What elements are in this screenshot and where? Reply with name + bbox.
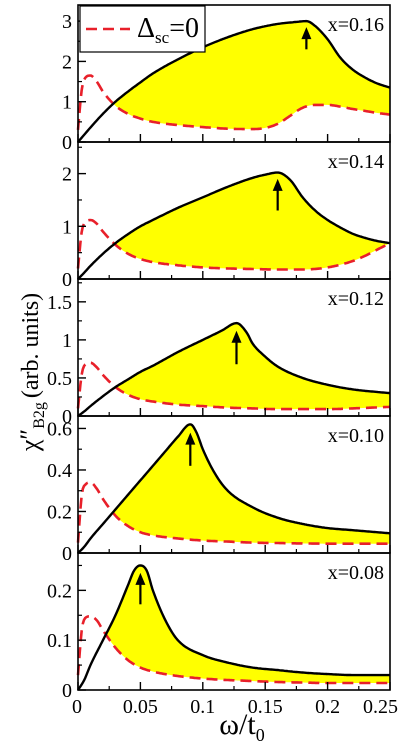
peak-arrow-head (135, 572, 146, 585)
curve-superconducting (77, 19, 391, 143)
curve-superconducting (77, 564, 390, 691)
curve-superconducting (77, 321, 391, 417)
fill-region (114, 21, 390, 130)
panel-2: 0 0.5 1 1.5 x=0.12 (47, 278, 391, 428)
fill-region (116, 323, 391, 410)
x-tick-label: 0 (72, 696, 82, 718)
y-axis-title: χ″B2g(arb. units) (15, 293, 48, 452)
curve-normal-state (76, 615, 390, 685)
panel-label: x=0.16 (328, 14, 384, 36)
panel-3: 0 0.2 0.4 0.6 x=0.10 (47, 415, 391, 565)
y-tick-label: 0.2 (47, 580, 72, 602)
y-tick-label: 0.4 (47, 460, 72, 482)
curve-normal-state (76, 481, 390, 545)
curve-normal-state (76, 218, 391, 271)
panel-label: x=0.08 (328, 562, 384, 584)
panel-1: 0 1 2 x=0.14 (62, 141, 391, 291)
x-axis-title: ω/t0 (219, 708, 264, 745)
y-tick-label: 0 (62, 132, 72, 154)
panel-4: 0 0.1 0.2 x=0.08 (47, 552, 391, 702)
y-tick-label: 0 (62, 269, 72, 291)
y-tick-label: 2 (62, 164, 72, 186)
x-tick-label: 0.1 (190, 696, 215, 718)
y-tick-label: 0.5 (47, 368, 72, 390)
y-tick-label: 0.2 (47, 501, 72, 523)
y-tick-label: 1 (62, 330, 72, 352)
x-tick-label: 0.2 (315, 696, 340, 718)
peak-arrow-head (185, 432, 196, 445)
y-tick-label: 0 (62, 406, 72, 428)
curve-superconducting (77, 171, 391, 280)
legend-label: Δsc=0 (137, 13, 199, 47)
y-tick-label: 0.1 (47, 630, 72, 652)
legend: Δsc=0 (79, 5, 206, 53)
panel-label: x=0.12 (328, 288, 384, 310)
panel-label: x=0.10 (328, 425, 384, 447)
y-tick-label: 1 (62, 92, 72, 114)
panel-label: x=0.14 (328, 151, 384, 173)
y-tick-label: 2 (62, 51, 72, 73)
panel-0: 0 1 2 3 x=0.16 (62, 4, 391, 154)
peak-arrow-head (272, 178, 283, 191)
peak-arrow-head (231, 330, 242, 343)
curve-normal-state (76, 74, 391, 131)
curve-normal-state (76, 361, 390, 411)
y-tick-label: 0 (62, 680, 72, 702)
fill-region (106, 565, 391, 683)
y-tick-label: 1 (62, 216, 72, 238)
y-tick-label: 3 (62, 11, 72, 33)
panels: 0 1 2 3 x=0.16 0 1 2 x=0.14 0 0.5 1 1.5 x=0.12 0 0.2 0.4… (47, 4, 398, 718)
legend-box (79, 5, 206, 53)
y-tick-label: 1.5 (47, 292, 72, 314)
x-tick-label: 0.15 (248, 696, 283, 718)
peak-arrow-head (301, 27, 312, 40)
fill-region (112, 424, 391, 544)
y-tick-label: 0 (62, 543, 72, 565)
y-tick-label: 0.6 (47, 418, 72, 440)
curve-superconducting (77, 423, 391, 554)
x-tick-labels: 0 0.05 0.1 0.15 0.2 0.25 (72, 696, 398, 718)
fill-region (115, 172, 389, 270)
x-tick-label: 0.25 (363, 696, 398, 718)
x-tick-label: 0.05 (123, 696, 158, 718)
